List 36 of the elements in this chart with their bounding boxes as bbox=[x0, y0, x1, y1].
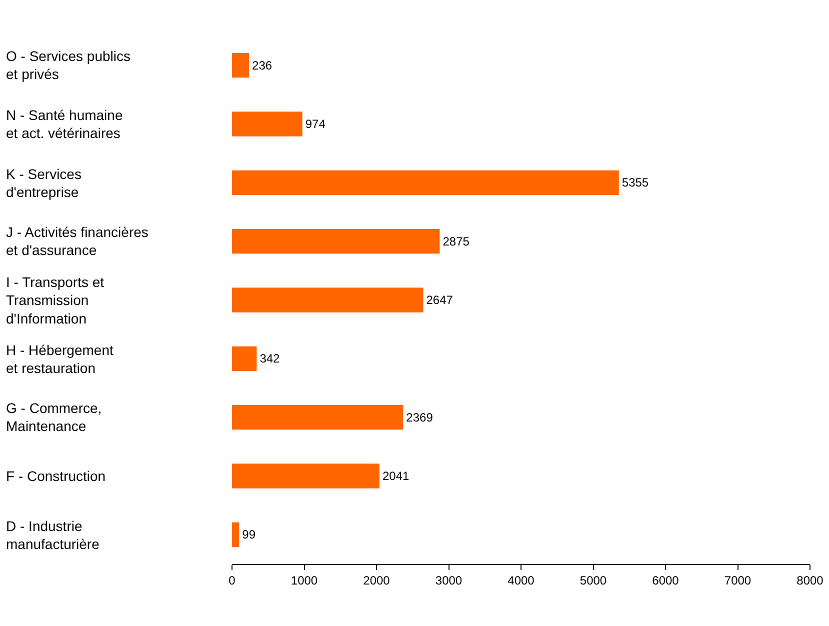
y-tick-label: G - Commerce, Maintenance bbox=[6, 400, 102, 434]
bar bbox=[232, 53, 250, 78]
x-tick-label: 6000 bbox=[652, 573, 680, 588]
x-tick-label: 3000 bbox=[435, 573, 462, 588]
bar bbox=[232, 405, 404, 430]
data-label: 2875 bbox=[442, 234, 470, 248]
y-tick-label: I - Transports et Transmission d'Information bbox=[6, 274, 104, 326]
y-tick-label: O - Services publics et privés bbox=[6, 48, 130, 82]
y-tick-label: N - Santé humaine et act. vétérinaires bbox=[6, 107, 123, 142]
bar bbox=[232, 288, 424, 312]
data-label: 99 bbox=[242, 528, 256, 542]
bar bbox=[232, 346, 257, 371]
bar bbox=[232, 229, 440, 254]
x-tick-label: 7000 bbox=[724, 573, 752, 588]
x-tick-label: 2000 bbox=[363, 573, 390, 588]
y-tick-label: D - Industrie manufacturière bbox=[6, 518, 100, 552]
data-label: 2041 bbox=[382, 469, 410, 483]
bar bbox=[232, 170, 619, 195]
y-tick-label: H - Hébergement et restauration bbox=[6, 342, 114, 376]
y-tick-label: J - Activités financières et d'assurance bbox=[6, 224, 148, 258]
data-label: 974 bbox=[305, 117, 326, 131]
data-label: 2647 bbox=[426, 293, 454, 307]
data-label: 5355 bbox=[622, 176, 649, 190]
bar bbox=[232, 464, 380, 488]
bar bbox=[232, 112, 302, 136]
data-label: 2369 bbox=[406, 410, 434, 424]
x-tick-label: 5000 bbox=[580, 573, 607, 588]
data-label: 236 bbox=[252, 58, 272, 72]
x-tick-label: 8000 bbox=[796, 573, 824, 588]
x-tick-label: 4000 bbox=[508, 573, 535, 588]
x-tick-label: 0 bbox=[228, 573, 236, 588]
x-tick-label: 1000 bbox=[290, 573, 318, 588]
data-label: 342 bbox=[260, 352, 280, 366]
bar bbox=[232, 522, 240, 547]
y-tick-label: K - Services d'entreprise bbox=[6, 166, 82, 200]
y-tick-label: F - Construction bbox=[6, 468, 106, 484]
